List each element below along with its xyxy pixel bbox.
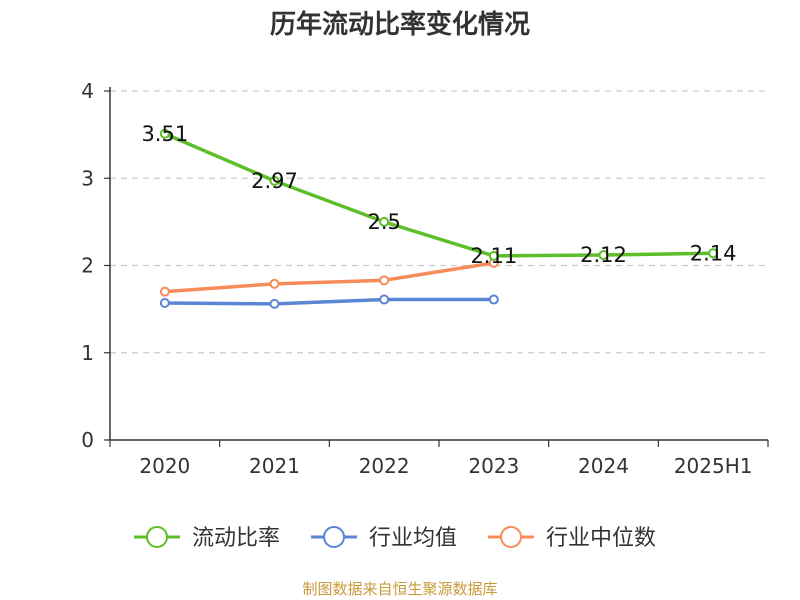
data-point (269, 278, 280, 289)
y-tick-label: 1 (81, 341, 94, 365)
y-tick-label: 4 (81, 79, 94, 103)
y-tick-label: 2 (81, 254, 94, 278)
x-tick-label: 2023 (468, 454, 519, 478)
legend-label: 流动比率 (192, 526, 280, 551)
data-point (159, 286, 170, 297)
legend-marker (500, 526, 522, 548)
x-tick-label: 2022 (359, 454, 410, 478)
x-tick-label: 2024 (578, 454, 629, 478)
x-tick-label: 2020 (139, 454, 190, 478)
legend-label: 行业中位数 (546, 526, 656, 551)
x-tick-label: 2025H1 (674, 454, 753, 478)
data-point (598, 250, 609, 261)
legend-label: 行业均值 (369, 526, 457, 551)
data-point (159, 298, 170, 309)
y-tick-label: 3 (81, 166, 94, 190)
data-point (269, 298, 280, 309)
series-line-3 (164, 261, 495, 294)
data-point (708, 248, 719, 259)
x-tick-label: 2021 (249, 454, 300, 478)
data-label: 2.5 (367, 210, 400, 234)
data-point (379, 275, 390, 286)
data-point (269, 175, 280, 186)
source-note: 制图数据来自恒生聚源数据库 (302, 580, 498, 598)
data-label: 3.51 (141, 122, 188, 146)
chart-title: 历年流动比率变化情况 (269, 10, 530, 40)
data-point (488, 250, 499, 261)
y-tick-label: 0 (81, 428, 94, 452)
data-point (379, 294, 390, 305)
data-point (159, 128, 170, 139)
series-line-2 (164, 297, 494, 306)
data-label: 2.97 (251, 169, 298, 193)
legend-marker (323, 526, 345, 548)
data-point (488, 294, 499, 305)
series-line-1 (164, 132, 714, 258)
data-label: 2.12 (580, 243, 627, 267)
data-label: 2.14 (690, 241, 737, 265)
data-point (379, 216, 390, 227)
legend-marker (146, 526, 168, 548)
data-label: 2.11 (470, 244, 517, 268)
